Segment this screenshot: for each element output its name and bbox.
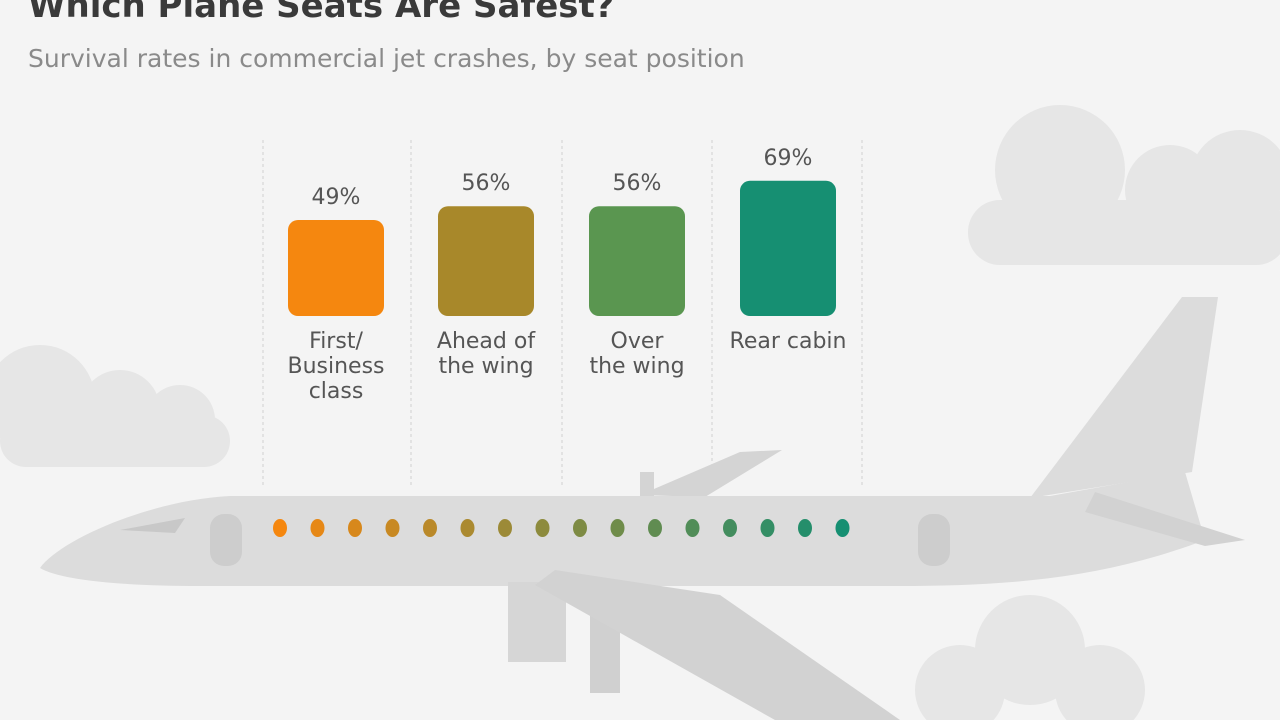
- category-label: First/ Business class: [287, 329, 385, 404]
- bar: [740, 180, 836, 316]
- seat-dot: [273, 519, 287, 537]
- value-label: 49%: [312, 185, 361, 210]
- seat-dot: [798, 519, 812, 537]
- plane: [40, 297, 1245, 720]
- seat-dot: [348, 519, 362, 537]
- chart-title: Which Plane Seats Are Safest?: [28, 0, 615, 26]
- seat-dot: [460, 519, 475, 537]
- value-label: 56%: [613, 171, 662, 196]
- category-label: Over the wing: [589, 329, 685, 379]
- seat-dot: [573, 519, 587, 537]
- seat-dot: [310, 519, 325, 537]
- seat-dot: [498, 519, 512, 537]
- value-label: 56%: [462, 171, 511, 196]
- seat-dot: [385, 519, 400, 537]
- bar: [288, 219, 384, 316]
- bar: [438, 206, 534, 316]
- clouds: [0, 105, 1280, 720]
- seat-dot: [760, 519, 775, 537]
- seat-dot: [535, 519, 550, 537]
- seat-dot: [835, 519, 850, 537]
- seat-dot: [685, 519, 700, 537]
- chart-subtitle: Survival rates in commercial jet crashes…: [28, 44, 745, 73]
- seat-dot: [610, 519, 625, 537]
- value-label: 69%: [764, 146, 813, 171]
- category-label: Ahead of the wing: [436, 329, 536, 379]
- category-label: Rear cabin: [729, 329, 847, 354]
- bar: [589, 206, 685, 316]
- seat-dot: [423, 519, 437, 537]
- seat-dot: [723, 519, 737, 537]
- seat-dot: [648, 519, 662, 537]
- seat-dots: [273, 519, 850, 537]
